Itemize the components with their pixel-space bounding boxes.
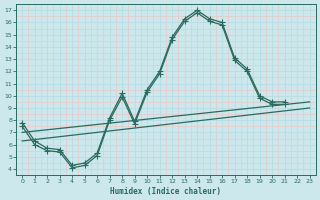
X-axis label: Humidex (Indice chaleur): Humidex (Indice chaleur)	[110, 187, 221, 196]
